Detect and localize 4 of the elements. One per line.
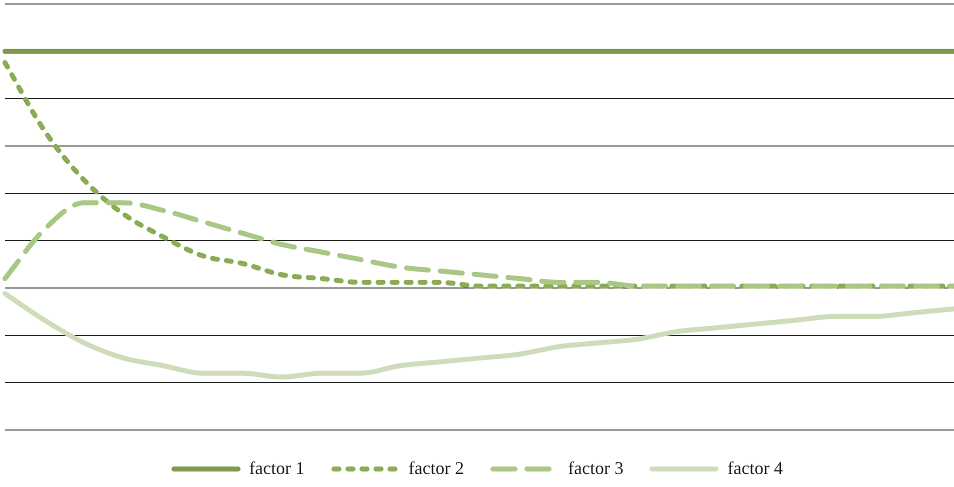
legend-label: factor 3: [568, 458, 624, 479]
legend-label: factor 1: [249, 458, 305, 479]
legend-label: factor 2: [408, 458, 464, 479]
legend-label: factor 4: [727, 458, 783, 479]
